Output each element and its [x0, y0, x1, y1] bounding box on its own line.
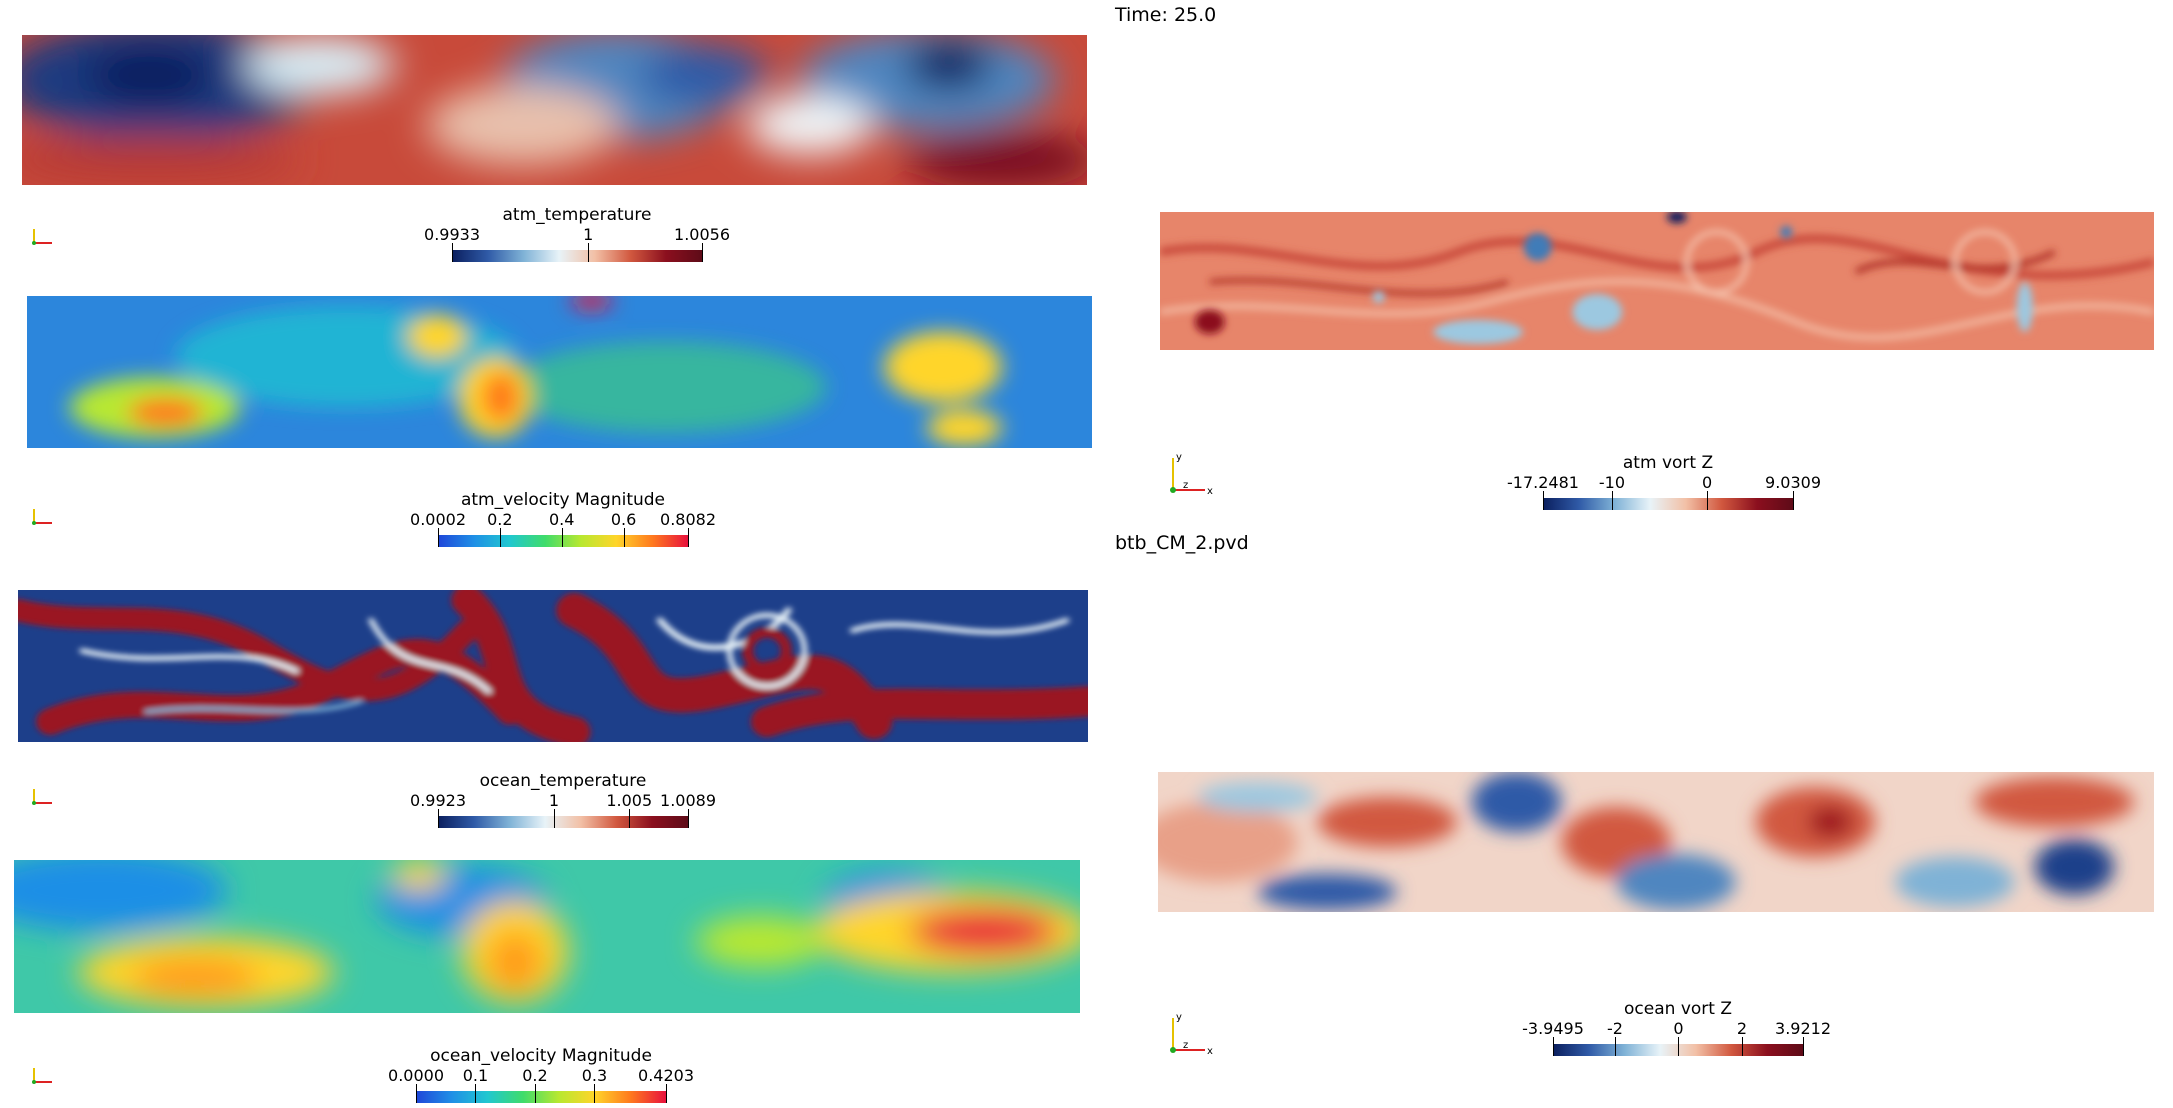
colorbar-gradient	[416, 1091, 666, 1103]
colorbar-atm-vort: atm vort Z -17.2481 -10 0 9.0309	[1507, 453, 1821, 513]
colorbar-tick-label: 0.8082	[660, 510, 716, 529]
colorbar-tick-label: 0.4	[548, 510, 575, 529]
colorbar-tick	[452, 243, 453, 262]
ocean-vort-field	[1158, 772, 2154, 912]
colorbar-tick-label: 3.9212	[1775, 1019, 1831, 1038]
colorbar-atm-velocity: atm_velocity Magnitude 0.0002 0.2 0.4 0.6 0.…	[410, 490, 716, 550]
colorbar-tick	[594, 1084, 596, 1103]
colorbar-tick	[438, 528, 439, 547]
colorbar-tick-label: 0.9923	[410, 791, 466, 810]
colorbar-tick	[702, 243, 703, 262]
colorbar-tick	[1553, 1037, 1554, 1056]
axes-triad-icon	[30, 225, 70, 265]
colorbar-tick-label: 0.6	[610, 510, 637, 529]
colorbar-gradient	[1543, 498, 1793, 510]
colorbar-tick	[629, 809, 631, 828]
colorbar-tick	[438, 809, 439, 828]
colorbar-tick	[1678, 1037, 1680, 1056]
colorbar-tick-label: 0	[1673, 1019, 1684, 1038]
colorbar-tick-label: 0.0000	[388, 1066, 444, 1085]
colorbar-tick-label: 0.2	[487, 510, 513, 529]
axes-triad-icon: y z x	[1165, 450, 1225, 500]
colorbar-tick-label: 1	[583, 225, 594, 244]
colorbar-tick	[1741, 1037, 1743, 1056]
colorbar-tick	[666, 1084, 667, 1103]
axes-triad-icon	[30, 505, 70, 545]
colorbar-tick-label: 0.3	[581, 1066, 608, 1085]
axis-label-y: y	[1176, 1012, 1182, 1023]
colorbar-tick-label: 0.1	[462, 1066, 489, 1085]
axes-triad-icon: y z x	[1165, 1010, 1225, 1060]
colorbar-tick	[1614, 1037, 1616, 1056]
colorbar-tick-label: 1.0089	[660, 791, 716, 810]
axis-label-x: x	[1207, 486, 1213, 497]
colorbar-tick-label: -10	[1598, 473, 1626, 492]
colorbar-tick	[1543, 491, 1544, 510]
colorbar-tick	[499, 528, 501, 547]
colorbar-gradient	[438, 535, 688, 547]
colorbar-tick	[1707, 491, 1709, 510]
colorbar-tick	[475, 1084, 477, 1103]
colorbar-tick-label: 1.005	[606, 791, 653, 810]
colorbar-tick-label: 9.0309	[1765, 473, 1821, 492]
colorbar-title: ocean vort Z	[1624, 999, 1732, 1019]
colorbar-tick-label: 0.2	[522, 1066, 548, 1085]
colorbar-ocean-velocity: ocean_velocity Magnitude 0.0000 0.1 0.2 0.3…	[388, 1046, 694, 1106]
colorbar-title: atm_velocity Magnitude	[460, 490, 666, 510]
axis-label-z: z	[1183, 480, 1188, 491]
colorbar-tick	[1611, 491, 1613, 510]
colorbar-tick-label: 0.9933	[424, 225, 480, 244]
colorbar-tick	[561, 528, 563, 547]
colorbar-ocean-temperature: ocean_temperature 0.9923 1 1.005 1.0089	[410, 771, 716, 831]
colorbar-tick	[623, 528, 625, 547]
ocean-velocity-field	[14, 860, 1080, 1013]
atm-vort-field	[1160, 212, 2154, 350]
colorbar-tick	[588, 243, 590, 262]
colorbar-title: atm vort Z	[1622, 453, 1714, 473]
colorbar-gradient	[452, 250, 702, 262]
colorbar-atm-temperature: atm_temperature 0.9933 1 1.0056	[424, 205, 730, 265]
axes-triad-icon	[30, 1064, 70, 1104]
colorbar-title: ocean_velocity Magnitude	[430, 1046, 652, 1066]
colorbar-tick-label: -3.9495	[1522, 1019, 1584, 1038]
colorbar-tick	[1793, 491, 1794, 510]
colorbar-title: atm_temperature	[502, 205, 652, 225]
axis-label-z: z	[1183, 1040, 1188, 1051]
atm-temperature-field	[22, 35, 1087, 185]
colorbar-tick-label: -2	[1606, 1019, 1623, 1038]
colorbar-tick-label: 0.4203	[638, 1066, 694, 1085]
colorbar-tick-label: 0.0002	[410, 510, 466, 529]
axis-label-x: x	[1207, 1046, 1213, 1057]
colorbar-title: ocean_temperature	[479, 771, 647, 791]
colorbar-tick-label: 0	[1701, 473, 1713, 492]
time-label: Time: 25.0	[1115, 4, 1217, 26]
colorbar-tick-label: -17.2481	[1507, 473, 1579, 492]
colorbar-tick-label: 2	[1736, 1019, 1748, 1038]
colorbar-tick	[553, 809, 555, 828]
axes-triad-icon	[30, 785, 70, 825]
colorbar-tick-label: 1	[548, 791, 560, 810]
axis-label-y: y	[1176, 452, 1182, 463]
file-label: btb_CM_2.pvd	[1115, 532, 1249, 554]
atm-velocity-field	[27, 296, 1092, 448]
colorbar-tick-label: 1.0056	[674, 225, 730, 244]
colorbar-tick	[688, 528, 689, 547]
ocean-temperature-field	[18, 590, 1088, 742]
colorbar-tick	[1803, 1037, 1804, 1056]
colorbar-gradient	[438, 816, 688, 828]
colorbar-tick	[688, 809, 689, 828]
colorbar-tick	[416, 1084, 417, 1103]
colorbar-ocean-vort: ocean vort Z -3.9495 -2 0 2 3.9212	[1522, 999, 1831, 1059]
colorbar-tick	[534, 1084, 536, 1103]
